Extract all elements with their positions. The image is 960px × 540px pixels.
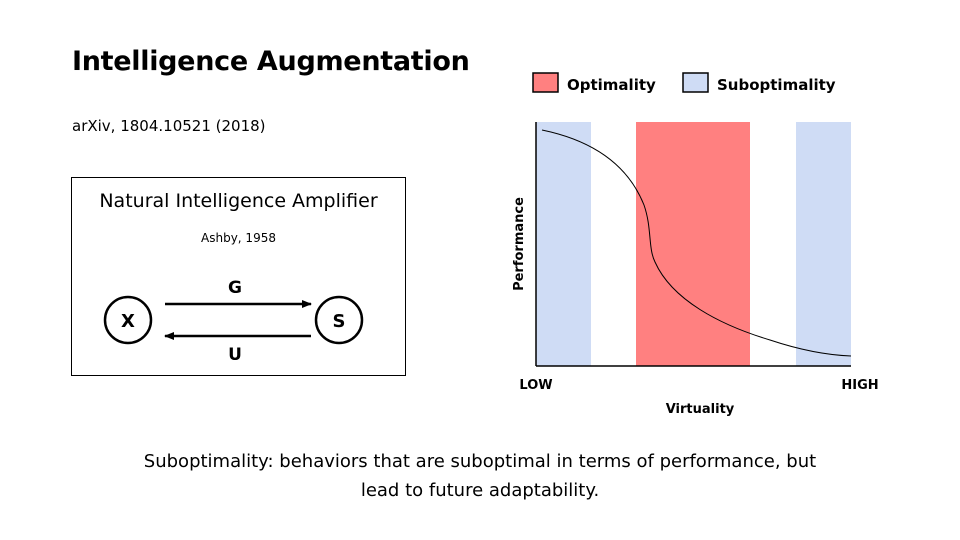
amplifier-title: Natural Intelligence Amplifier bbox=[99, 190, 378, 212]
node-x-label: X bbox=[121, 311, 135, 332]
optimality-region bbox=[636, 122, 750, 366]
suboptimality-region-left bbox=[536, 122, 591, 366]
legend-optimality-swatch bbox=[532, 72, 559, 93]
x-axis-low-label: LOW bbox=[519, 378, 552, 393]
node-s-label: S bbox=[333, 311, 346, 332]
suboptimality-region-right bbox=[796, 122, 851, 366]
amplifier-diagram: X S G U bbox=[103, 278, 364, 365]
citation: arXiv, 1804.10521 (2018) bbox=[72, 117, 266, 135]
arrow-u-label: U bbox=[228, 345, 242, 365]
arrow-g-label: G bbox=[228, 278, 242, 298]
legend-suboptimality-label: Suboptimality bbox=[717, 76, 836, 94]
amplifier-citation: Ashby, 1958 bbox=[201, 231, 276, 245]
amplifier-diagram-box: Natural Intelligence Amplifier Ashby, 19… bbox=[71, 177, 406, 376]
footer-caption: Suboptimality: behaviors that are subopt… bbox=[80, 447, 880, 505]
performance-curve bbox=[541, 129, 852, 357]
node-x-circle bbox=[103, 295, 153, 345]
x-axis-label: Virtuality bbox=[666, 402, 735, 417]
footer-line-1: Suboptimality: behaviors that are subopt… bbox=[143, 451, 817, 472]
legend-suboptimality-swatch bbox=[682, 72, 709, 93]
legend-optimality-label: Optimality bbox=[567, 76, 656, 94]
node-s-circle bbox=[314, 295, 364, 345]
footer-line-2: lead to future adaptability. bbox=[360, 480, 600, 501]
y-axis-label: Performance bbox=[512, 197, 527, 291]
slide-title: Intelligence Augmentation bbox=[72, 46, 470, 77]
x-axis-high-label: HIGH bbox=[841, 378, 878, 393]
